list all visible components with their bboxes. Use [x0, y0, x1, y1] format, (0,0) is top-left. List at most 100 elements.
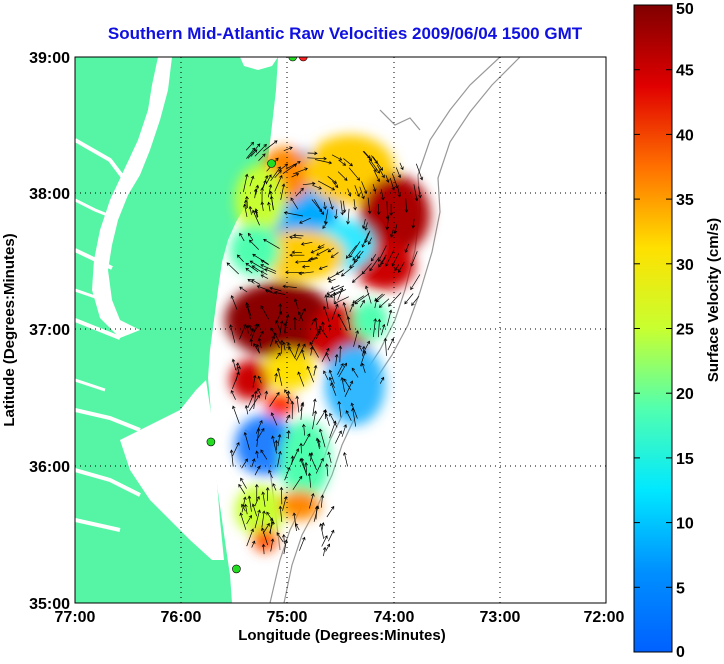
- velocity-arrow: [254, 495, 260, 507]
- y-tick: 38:00: [29, 186, 70, 203]
- velocity-arrow: [267, 201, 271, 212]
- velocity-arrow: [393, 224, 398, 234]
- velocity-arrow: [324, 413, 330, 426]
- velocity-arrow: [395, 167, 402, 179]
- velocity-arrow: [251, 540, 256, 548]
- velocity-arrow: [410, 251, 418, 267]
- velocity-arrow: [251, 265, 261, 272]
- velocity-arrow: [278, 303, 283, 315]
- velocity-arrow: [380, 189, 385, 201]
- velocity-arrow: [337, 171, 348, 181]
- velocity-field: [225, 135, 430, 557]
- velocity-arrow: [362, 340, 371, 355]
- velocity-arrow: [229, 449, 234, 467]
- velocity-arrow: [394, 264, 400, 272]
- velocity-arrow: [338, 345, 343, 363]
- x-tick: 75:00: [267, 609, 308, 626]
- velocity-arrow: [231, 371, 240, 390]
- velocity-arrow: [309, 256, 318, 261]
- velocity-arrow: [229, 324, 236, 343]
- velocity-arrow: [347, 188, 352, 197]
- velocity-arrow: [286, 390, 291, 405]
- velocity-arrow: [270, 538, 275, 552]
- velocity-arrow: [271, 435, 277, 454]
- velocity-arrow: [260, 187, 264, 205]
- velocity-arrow: [377, 318, 382, 338]
- velocity-arrow: [255, 450, 259, 459]
- velocity-arrow: [295, 343, 306, 361]
- velocity-arrow: [350, 402, 358, 419]
- velocity-arrow: [328, 369, 335, 384]
- velocity-arrow: [363, 150, 371, 159]
- velocity-arrow: [278, 505, 283, 522]
- velocity-arrow: [303, 433, 311, 446]
- velocity-arrow: [263, 140, 278, 152]
- velocity-arrow: [367, 237, 373, 245]
- velocity-arrow: [253, 343, 260, 353]
- velocity-arrow: [245, 141, 255, 151]
- velocity-arrow: [326, 290, 342, 298]
- colorbar-tick-label: 10: [676, 516, 694, 533]
- velocity-arrow: [307, 472, 312, 488]
- velocity-arrow: [345, 245, 357, 259]
- velocity-arrow: [306, 365, 315, 383]
- velocity-arrow: [250, 279, 261, 285]
- velocity-arrow: [411, 218, 416, 229]
- velocity-arrow: [292, 512, 297, 532]
- velocity-arrow: [346, 316, 351, 331]
- velocity-arrow: [298, 271, 314, 276]
- velocity-arrow: [258, 153, 266, 162]
- velocity-arrow: [249, 239, 259, 250]
- velocity-arrow: [245, 262, 259, 273]
- velocity-arrow: [367, 197, 372, 215]
- velocity-arrow: [351, 271, 366, 283]
- velocity-arrow: [248, 205, 253, 215]
- velocity-arrow: [249, 175, 255, 187]
- velocity-arrow: [338, 159, 347, 166]
- velocity-arrow: [340, 377, 345, 393]
- velocity-arrow: [275, 352, 281, 359]
- velocity-arrow: [356, 250, 364, 260]
- velocity-arrow: [298, 308, 306, 322]
- velocity-arrow: [262, 179, 267, 190]
- station-marker: [288, 57, 297, 62]
- velocity-arrow: [329, 420, 337, 439]
- velocity-arrow: [279, 486, 284, 505]
- velocity-arrow: [360, 350, 367, 367]
- velocity-arrow: [364, 285, 372, 304]
- velocity-arrow: [256, 387, 262, 396]
- velocity-arrow: [370, 254, 377, 262]
- velocity-arrow: [349, 303, 355, 313]
- velocity-arrow: [295, 523, 300, 531]
- velocity-arrow: [282, 341, 286, 351]
- velocity-arrow: [241, 496, 247, 513]
- velocity-arrow: [239, 512, 247, 530]
- station-marker: [232, 564, 241, 574]
- velocity-arrow: [294, 260, 310, 264]
- velocity-arrow: [231, 358, 237, 371]
- velocity-arrow: [270, 166, 281, 182]
- velocity-arrow: [259, 330, 264, 339]
- velocity-arrow: [327, 451, 332, 463]
- velocity-arrow: [343, 452, 348, 467]
- velocity-arrow: [285, 160, 301, 170]
- velocity-arrow: [285, 414, 291, 423]
- velocity-arrow: [299, 217, 311, 224]
- velocity-arrow: [254, 208, 259, 218]
- velocity-arrow: [380, 257, 386, 265]
- velocity-arrow: [260, 274, 269, 279]
- velocity-arrow: [295, 187, 304, 197]
- station-marker: [299, 57, 308, 62]
- velocity-arrow: [374, 171, 380, 183]
- velocity-arrow: [349, 259, 359, 269]
- velocity-arrow: [270, 412, 278, 426]
- velocity-arrow: [318, 325, 328, 339]
- velocity-arrow: [252, 209, 260, 226]
- velocity-arrow: [274, 372, 278, 382]
- station-marker: [267, 159, 276, 168]
- velocity-arrow: [390, 229, 394, 238]
- velocity-arrow: [269, 391, 280, 407]
- velocity-arrow: [245, 302, 251, 320]
- velocity-arrow: [269, 286, 282, 292]
